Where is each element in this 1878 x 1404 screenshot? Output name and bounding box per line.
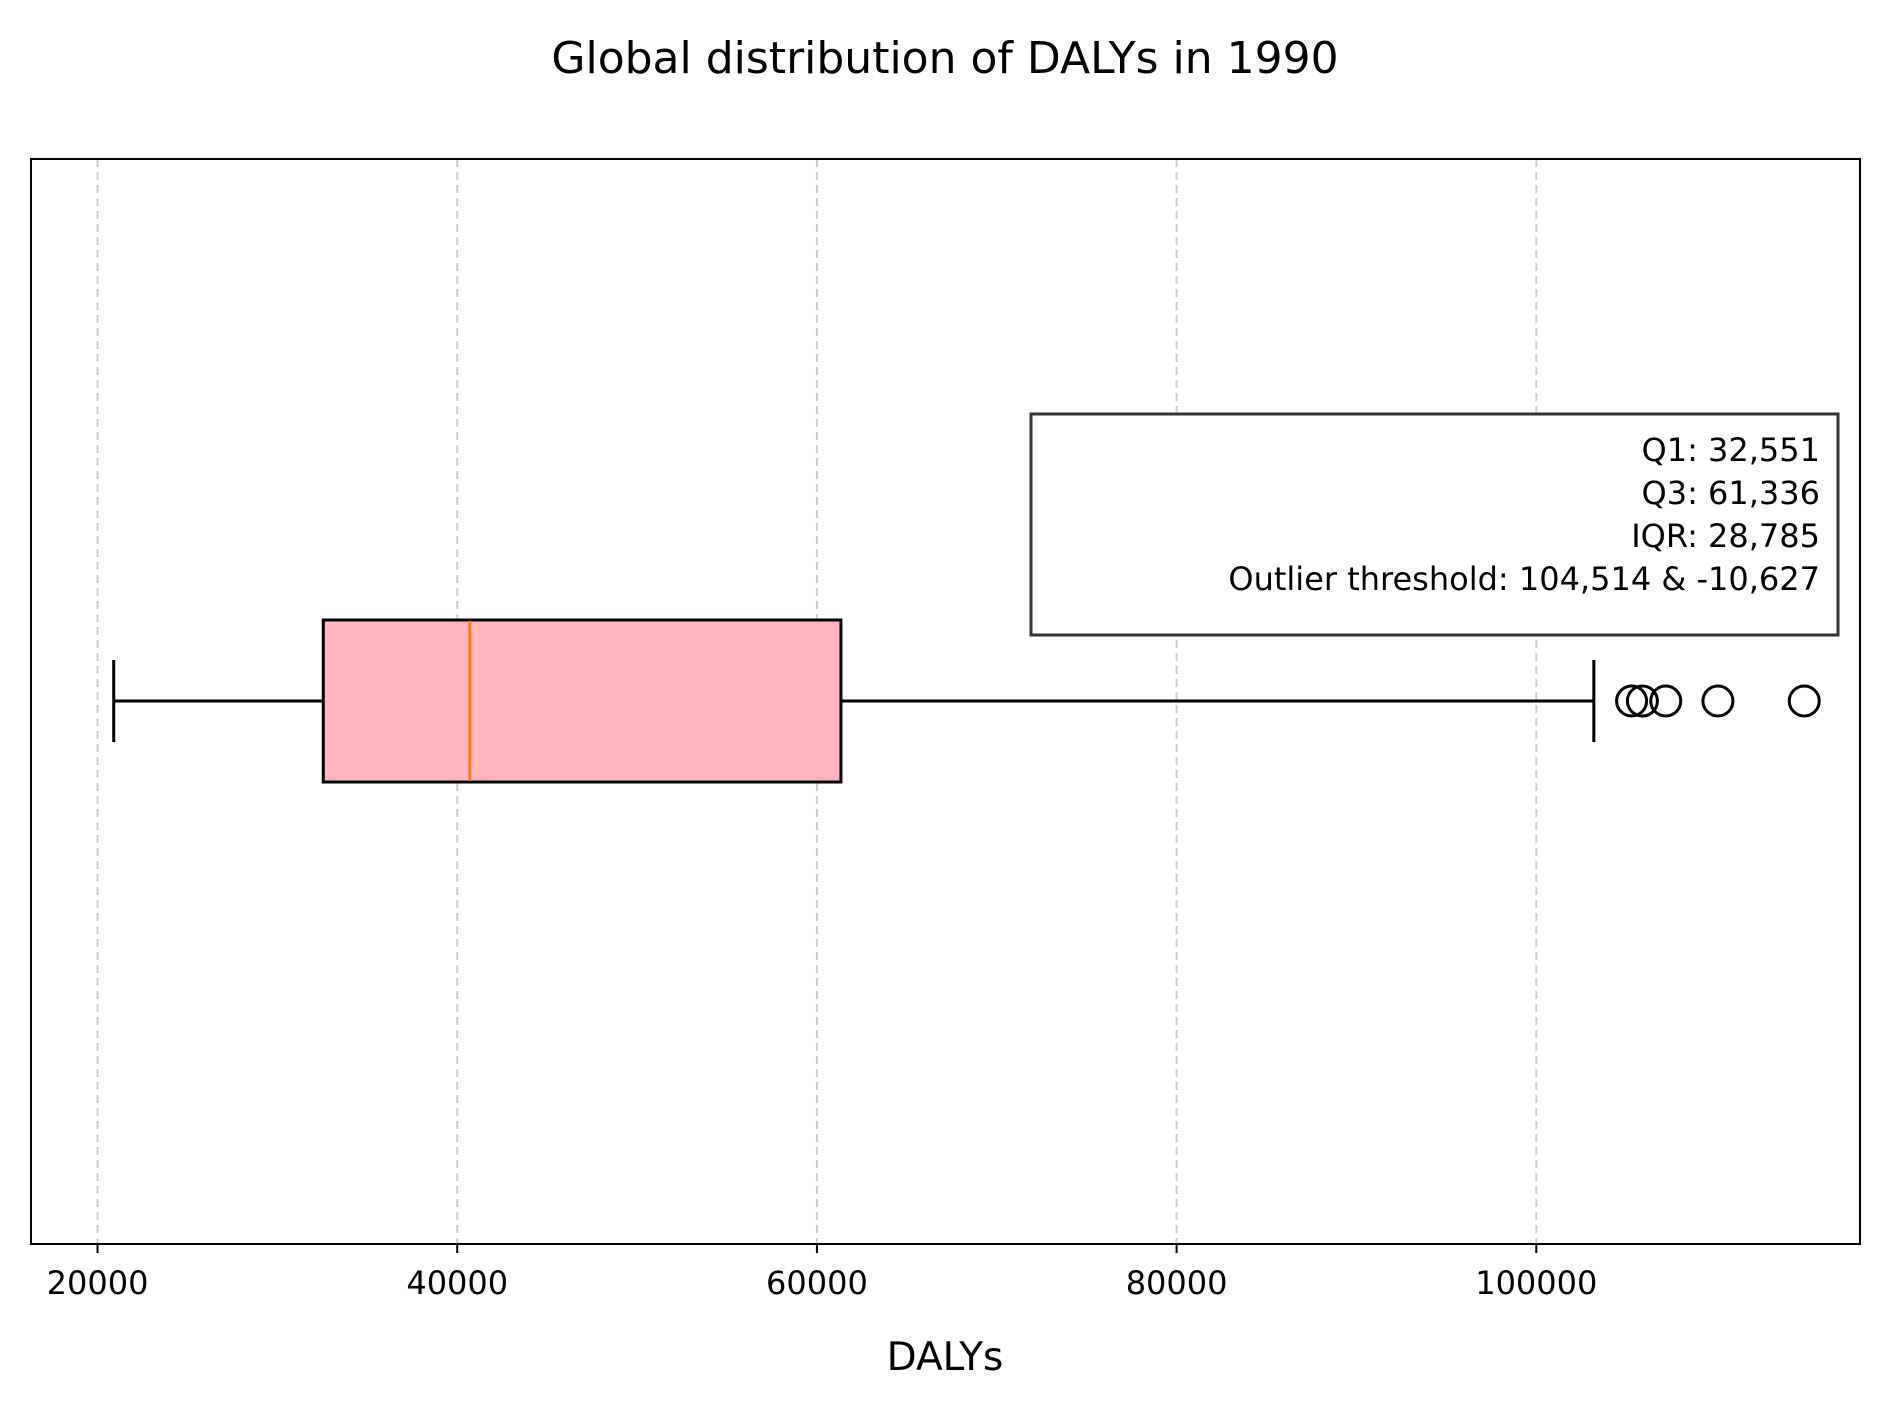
annotation-frame [1029,412,1840,637]
outlier-point-4 [1787,684,1821,718]
outlier-point-2 [1649,684,1683,718]
annotation-line-0: Q1: 32,551 [1642,431,1820,469]
outlier-point-3 [1701,684,1735,718]
x-tick-label-2: 60000 [766,1264,868,1302]
x-tick-label-0: 20000 [47,1264,149,1302]
x-grid [96,159,1538,1244]
plot-area-frame [30,158,1861,1245]
x-tick-label-1: 40000 [406,1264,508,1302]
annotation-line-2: IQR: 28,785 [1631,517,1820,555]
outlier-point-0 [1615,684,1649,718]
stats-annotation-box: Q1: 32,551 Q3: 61,336 IQR: 28,785 Outlier t… [1029,412,1840,637]
chart-title: Global distribution of DALYs in 1990 [551,33,1338,84]
x-axis-ticks: 20000 40000 60000 80000 100000 [47,1244,1597,1302]
x-axis-label: DALYs [887,1335,1004,1380]
outlier-point-1 [1625,684,1659,718]
x-tick-label-3: 80000 [1126,1264,1228,1302]
box-plot [112,618,1821,784]
annotation-line-1: Q3: 61,336 [1642,474,1820,512]
annotation-line-3: Outlier threshold: 104,514 & -10,627 [1228,560,1820,598]
x-tick-label-4: 100000 [1475,1264,1597,1302]
interquartile-box [321,618,843,784]
